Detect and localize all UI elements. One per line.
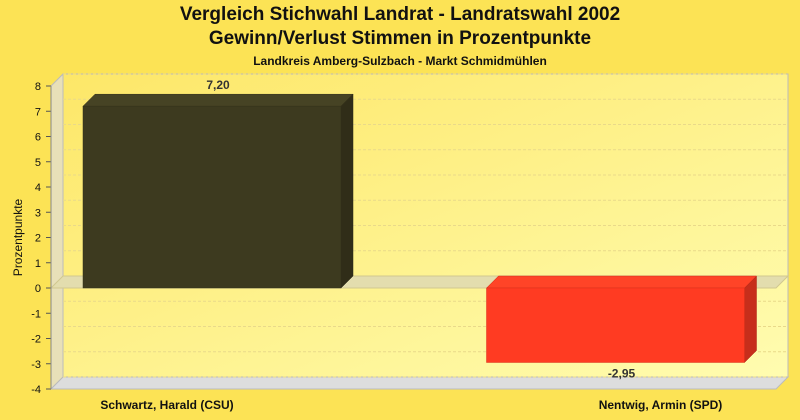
y-tick-label: 1 (35, 258, 41, 270)
y-tick-label: 0 (35, 283, 41, 295)
y-tick-label: 3 (35, 207, 41, 219)
y-tick-label: -3 (31, 359, 41, 371)
y-tick-label: 2 (35, 233, 41, 245)
y-tick-label: 4 (35, 182, 41, 194)
chart-title: Vergleich Stichwahl Landrat - Landratswa… (179, 4, 621, 25)
bar-top-face (485, 275, 758, 289)
bar-front-face (82, 105, 342, 289)
y-tick-label: -4 (31, 384, 41, 396)
y-tick-label: 5 (35, 157, 41, 169)
y-tick-label: 6 (35, 132, 41, 144)
y-tick-label: 7 (35, 106, 41, 118)
y-tick-label: -1 (31, 308, 41, 320)
y-tick-label: 8 (35, 81, 41, 93)
bar-front-face (486, 287, 745, 363)
x-category-label: Nentwig, Armin (SPD) (599, 398, 723, 412)
plot-left-wall (50, 72, 64, 391)
bar (485, 275, 758, 364)
y-axis-label: Prozentpunkte (11, 198, 25, 276)
bar-side-face (340, 93, 354, 289)
bar (82, 93, 354, 289)
y-tick-label: -2 (31, 334, 41, 346)
bar-top-face (82, 93, 354, 107)
data-label: 7,20 (206, 78, 230, 92)
x-category-label: Schwartz, Harald (CSU) (100, 398, 233, 412)
data-label: -2,95 (608, 366, 636, 380)
chart-subtitle-region: Landkreis Amberg-Sulzbach - Markt Schmid… (253, 54, 547, 68)
chart-subtitle: Gewinn/Verlust Stimmen in Prozentpunkte (208, 28, 592, 49)
bar-side-face (744, 275, 757, 364)
plot-floor (49, 376, 790, 390)
